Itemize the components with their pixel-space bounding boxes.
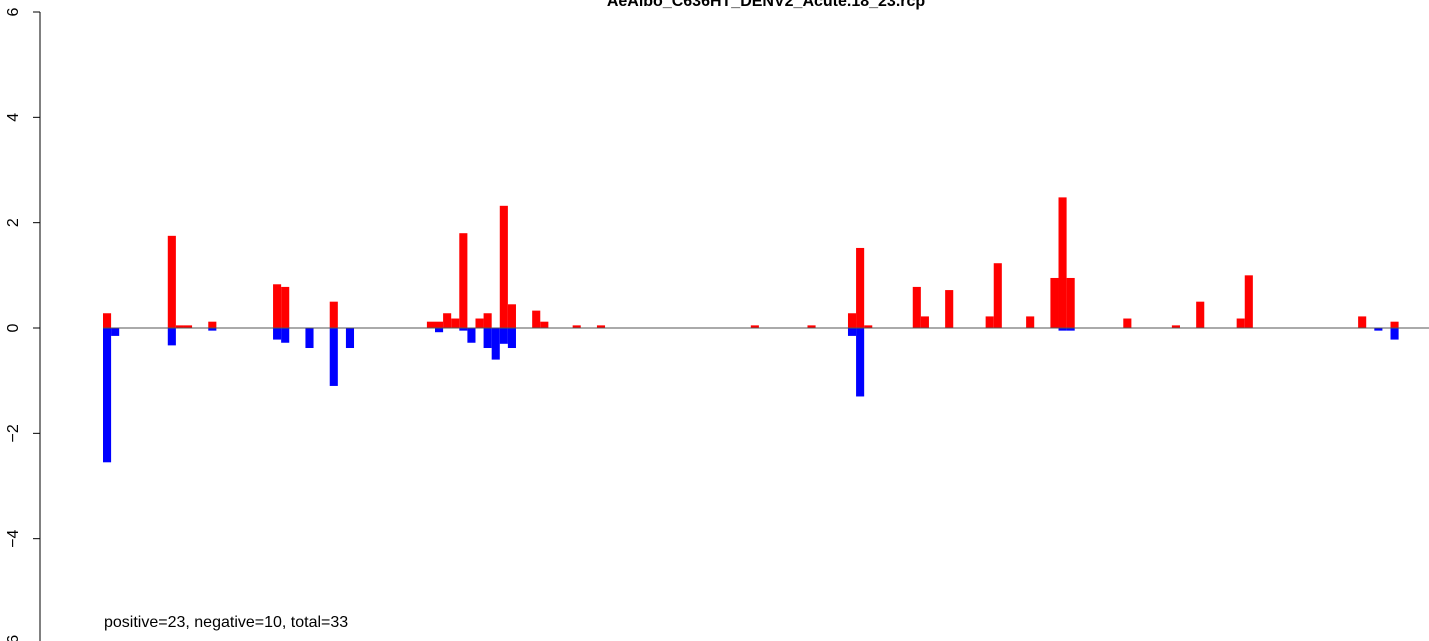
bar [435,328,444,333]
y-tick-label: 0 [5,323,22,332]
bar [345,328,355,349]
bar [596,325,606,328]
bar [847,313,857,328]
bar [532,310,541,328]
bar [920,316,929,328]
bar [807,325,816,328]
y-tick-label: −6 [5,635,22,641]
bar [985,316,994,328]
bar [993,263,1002,328]
bar [1066,277,1075,328]
bar [491,328,500,360]
bar [451,318,460,328]
bar [183,325,193,328]
bar [111,328,120,336]
bar [443,313,452,328]
bar [1058,328,1067,331]
bar [273,328,282,340]
bar [1244,275,1253,328]
y-tick-label: 6 [5,7,22,16]
bar [281,286,290,328]
bar [103,328,112,463]
y-tick-label: −2 [5,424,22,442]
bar [945,290,954,328]
bar [273,284,282,328]
y-tick-label: 2 [5,218,22,227]
bar [847,328,857,336]
chart-title: AeAlbo_C636HT_DENV2_Acute.18_23.rcp [607,0,926,10]
bar [208,328,217,331]
bar [459,328,468,331]
bar [540,321,549,328]
bar [507,328,516,349]
bar [281,328,290,343]
bar [856,328,865,397]
bar [208,321,217,328]
bar [1050,277,1059,328]
bar [305,328,314,349]
bar [426,321,435,328]
bar [1171,325,1180,328]
bar [1026,316,1035,328]
bar [483,313,492,328]
bar [1196,301,1205,328]
y-tick-label: −4 [5,529,22,547]
bar [1390,328,1399,340]
bar [175,325,184,328]
bar [1236,318,1245,328]
bar [1358,316,1367,328]
bar [856,247,865,328]
bar [475,318,484,328]
bar [507,304,516,328]
bar [329,328,338,386]
annotation: positive=23, negative=10, total=33 [104,614,348,631]
bar [167,328,176,346]
bar [467,328,476,343]
bar [499,205,508,328]
bar [572,325,581,328]
bar [864,325,873,328]
bar [499,328,508,344]
bar [167,235,176,328]
bar [329,301,338,328]
bar [1374,328,1383,331]
y-tick-label: 4 [5,113,22,122]
bar [1123,318,1132,328]
bar [750,325,759,328]
bar [435,321,444,328]
bar [1058,197,1067,328]
bar [483,328,492,349]
bar [459,233,468,328]
bar [1066,328,1075,331]
bar [1390,321,1399,328]
bar [103,313,112,328]
bar [912,286,921,328]
